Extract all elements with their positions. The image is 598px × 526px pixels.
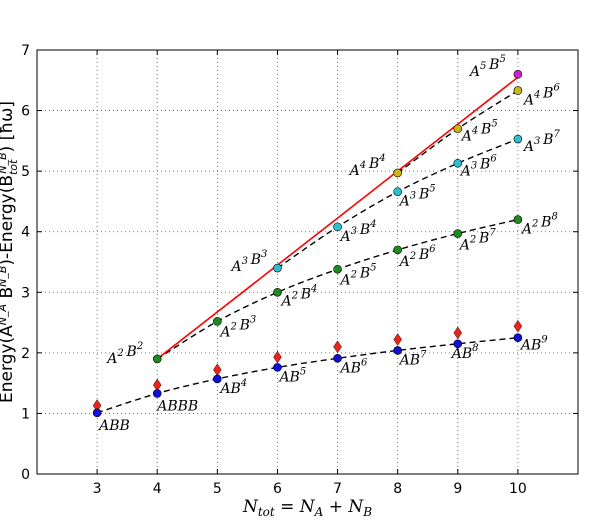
x-tick-label: 7	[333, 481, 342, 497]
point-label: A5 B5	[468, 54, 506, 80]
diamond-point	[273, 350, 282, 364]
point-label: AB8	[450, 343, 479, 362]
circle-point	[453, 158, 463, 168]
y-tick-label: 7	[21, 43, 30, 59]
circle-point	[513, 69, 523, 79]
diamond-point	[393, 333, 402, 346]
x-tick-label: 4	[153, 481, 162, 497]
data-points	[92, 69, 523, 418]
circle-point	[393, 168, 402, 178]
y-tick-label: 1	[21, 406, 30, 422]
point-label: AB7	[398, 349, 427, 368]
point-labels: ABB ABBB AB4 AB5 AB6 AB7 AB8 AB9 A2 B2 A2 B3 A2 B4…	[97, 54, 560, 434]
point-label: A2 B5	[339, 262, 377, 288]
point-label: A3 B5	[398, 184, 436, 210]
point-label: A2 B8	[520, 212, 558, 238]
circle-point	[513, 86, 523, 95]
circle-point	[333, 264, 342, 274]
point-label: A4 B5	[460, 119, 498, 145]
circle-point	[152, 354, 162, 364]
circle-point	[513, 333, 523, 343]
diamond-point	[453, 326, 463, 340]
point-label: AB4	[218, 378, 247, 397]
fit-line-solid	[156, 76, 519, 360]
circle-point	[513, 215, 523, 224]
y-tick-label: 4	[21, 225, 30, 241]
circle-point	[513, 134, 523, 144]
point-label: A2 B2	[105, 341, 143, 367]
x-tick-label: 8	[393, 481, 402, 497]
point-label: A3 B3	[229, 249, 267, 275]
point-label: A4 B4	[348, 153, 386, 179]
x-tick-label: 9	[453, 481, 462, 497]
grid	[37, 50, 578, 474]
y-tick-label: 3	[21, 285, 30, 301]
y-tick-label: 2	[21, 346, 30, 362]
diamond-point	[213, 363, 222, 377]
x-tick-label: 10	[509, 481, 527, 497]
point-label: A3 B7	[522, 129, 561, 155]
circle-point	[393, 245, 402, 255]
diamond-point	[333, 340, 342, 354]
point-label: AB9	[519, 335, 548, 354]
x-axis-label: Ntot = NA + NB	[242, 497, 372, 519]
point-label: A3 B6	[459, 153, 498, 179]
circle-point	[92, 408, 102, 418]
circle-point	[333, 222, 342, 232]
point-label: ABB	[97, 418, 130, 434]
circle-point	[393, 187, 402, 197]
point-label: AB6	[339, 357, 368, 376]
circle-point	[453, 339, 463, 349]
x-tick-label: 6	[273, 481, 282, 497]
circle-point	[333, 354, 342, 363]
y-tick-label: 6	[21, 104, 30, 120]
circle-point	[453, 124, 463, 134]
y-axis-label: Energy(AN_A BN_B)-Energy(BtotN_B) [ħω]	[0, 101, 20, 403]
point-label: ABBB	[155, 398, 198, 414]
plot-frame	[36, 49, 579, 475]
circle-point	[393, 346, 402, 355]
circle-point	[152, 389, 162, 398]
point-label: A2 B3	[218, 314, 256, 340]
point-label: A2 B4	[279, 283, 317, 309]
circle-point	[213, 374, 222, 384]
point-label: A2 B7	[458, 228, 497, 254]
point-label: A2 B6	[398, 244, 437, 270]
axis-ticks: 3 4 5 6 7 8 9 10 0 1 2 3 4 5 6 7	[21, 43, 578, 497]
x-tick-label: 3	[93, 481, 102, 497]
circle-point	[273, 363, 282, 372]
point-label: A4 B6	[522, 83, 561, 109]
circle-point	[453, 229, 463, 238]
y-tick-label: 0	[21, 467, 30, 483]
diamond-point	[513, 319, 523, 333]
x-tick-label: 5	[213, 481, 222, 497]
circle-point	[273, 263, 282, 273]
point-label: AB5	[277, 366, 306, 385]
y-tick-label: 5	[21, 164, 30, 180]
point-label: A3 B4	[339, 219, 377, 245]
circle-point	[273, 287, 282, 297]
fit-line-dashed	[96, 337, 518, 414]
circle-point	[213, 317, 222, 326]
